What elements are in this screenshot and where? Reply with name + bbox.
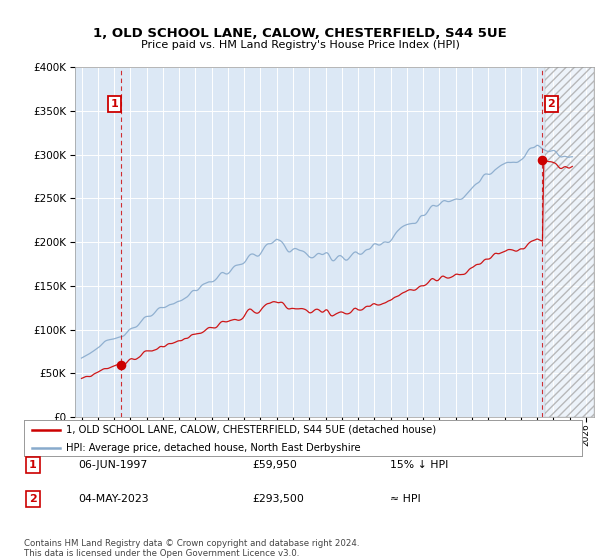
Text: 06-JUN-1997: 06-JUN-1997 — [78, 460, 147, 470]
Text: HPI: Average price, detached house, North East Derbyshire: HPI: Average price, detached house, Nort… — [66, 443, 361, 453]
Bar — [545, 67, 594, 417]
Text: 1: 1 — [29, 460, 37, 470]
Text: 15% ↓ HPI: 15% ↓ HPI — [390, 460, 448, 470]
Point — [116, 360, 125, 369]
Text: 2: 2 — [29, 494, 37, 504]
Text: 1, OLD SCHOOL LANE, CALOW, CHESTERFIELD, S44 5UE: 1, OLD SCHOOL LANE, CALOW, CHESTERFIELD,… — [93, 27, 507, 40]
Point — [538, 156, 547, 165]
Text: 04-MAY-2023: 04-MAY-2023 — [78, 494, 149, 504]
Text: 1, OLD SCHOOL LANE, CALOW, CHESTERFIELD, S44 5UE (detached house): 1, OLD SCHOOL LANE, CALOW, CHESTERFIELD,… — [66, 425, 436, 435]
Text: £293,500: £293,500 — [252, 494, 304, 504]
Text: 1: 1 — [110, 99, 118, 109]
Text: ≈ HPI: ≈ HPI — [390, 494, 421, 504]
Text: Price paid vs. HM Land Registry's House Price Index (HPI): Price paid vs. HM Land Registry's House … — [140, 40, 460, 50]
Text: 2: 2 — [547, 99, 555, 109]
Bar — [545, 67, 594, 417]
Text: £59,950: £59,950 — [252, 460, 297, 470]
Text: Contains HM Land Registry data © Crown copyright and database right 2024.
This d: Contains HM Land Registry data © Crown c… — [24, 539, 359, 558]
